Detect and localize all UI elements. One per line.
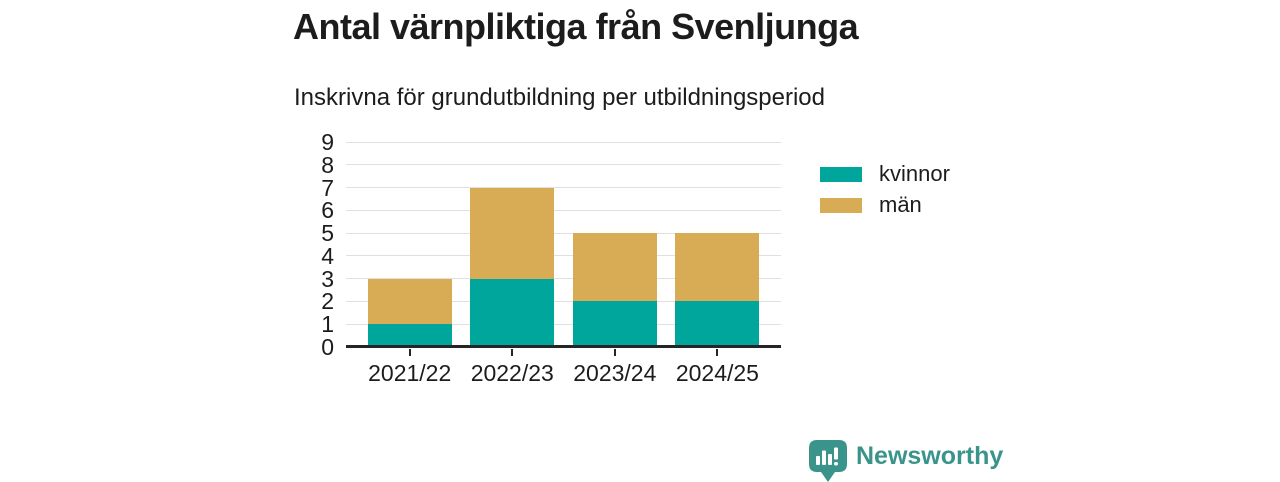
newsworthy-brand: Newsworthy	[809, 440, 1003, 482]
bar-segment-kvinnor	[675, 301, 760, 347]
brand-name: Newsworthy	[856, 442, 1004, 470]
gridline	[346, 232, 781, 234]
legend-swatch	[820, 197, 862, 213]
legend-label: män	[879, 192, 922, 217]
legend-swatch	[820, 166, 862, 182]
bar-segment-kvinnor	[367, 324, 452, 347]
y-tick-label: 4	[321, 242, 334, 269]
bar-segment-kvinnor	[572, 301, 657, 347]
gridline	[346, 255, 781, 257]
x-axis-tick	[716, 349, 719, 356]
y-tick-label: 5	[321, 220, 334, 247]
gridline	[346, 187, 781, 189]
y-tick-label: 6	[321, 197, 334, 224]
legend-item-män: män	[820, 192, 950, 217]
bar-segment-män	[367, 278, 452, 325]
bar-segment-män	[675, 233, 760, 302]
plot-area	[346, 141, 781, 356]
x-axis-tick	[613, 349, 616, 356]
y-tick-label: 0	[321, 334, 334, 360]
x-tick-label: 2022/23	[470, 360, 554, 386]
y-tick-label: 3	[321, 265, 334, 292]
x-tick-label: 2021/22	[368, 360, 452, 386]
x-axis-tick	[408, 349, 411, 356]
x-tick-label: 2023/24	[573, 360, 657, 386]
chart-subtitle: Inskrivna för grundutbildning per utbild…	[294, 84, 825, 111]
y-tick-label: 9	[321, 129, 334, 155]
bar-segment-män	[470, 187, 555, 279]
legend: kvinnor män	[820, 161, 950, 224]
gridline	[346, 278, 781, 280]
gridline	[346, 164, 781, 166]
gridline	[346, 141, 781, 143]
y-tick-label: 1	[321, 311, 334, 338]
legend-label: kvinnor	[879, 161, 950, 186]
y-tick-label: 7	[321, 174, 334, 201]
x-axis-line	[346, 345, 781, 348]
x-tick-label: 2024/25	[675, 360, 759, 386]
gridline	[346, 300, 781, 302]
chart-title: Antal värnpliktiga från Svenljunga	[293, 6, 859, 47]
bar-segment-män	[572, 233, 657, 302]
bar-segment-kvinnor	[470, 278, 555, 347]
x-axis-tick	[511, 349, 514, 356]
gridline	[346, 323, 781, 325]
y-tick-label: 2	[321, 288, 334, 315]
newsworthy-logo-icon	[809, 440, 847, 482]
legend-item-kvinnor: kvinnor	[820, 161, 950, 186]
gridline	[346, 209, 781, 211]
y-tick-label: 8	[321, 151, 334, 178]
